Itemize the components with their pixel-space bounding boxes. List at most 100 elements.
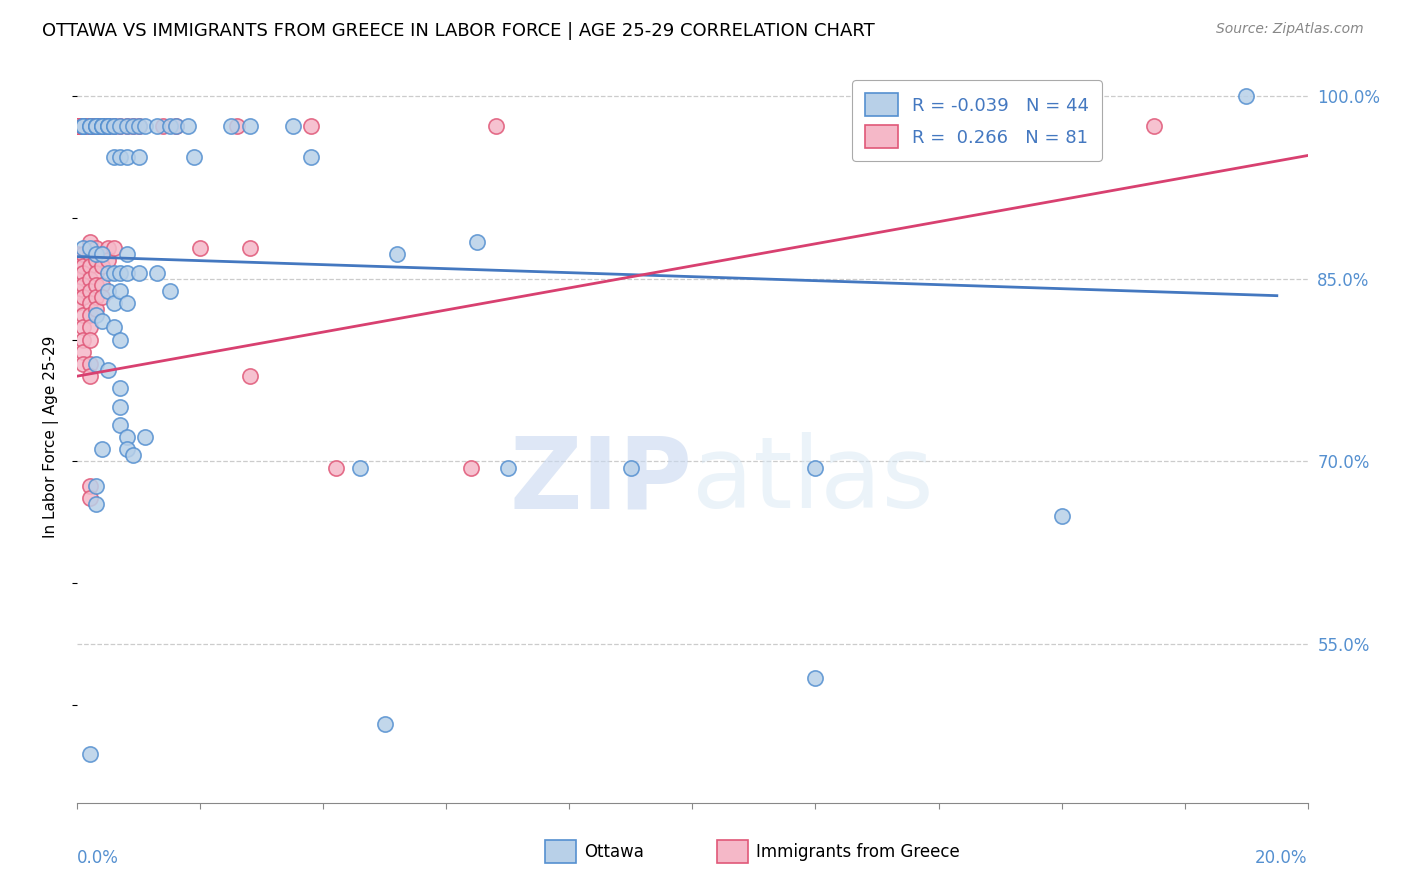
Point <box>72 290 94 304</box>
Point <box>79 120 101 134</box>
Point <box>146 120 169 134</box>
Point <box>66 284 89 298</box>
Point <box>84 120 107 134</box>
Point <box>115 442 138 457</box>
Point <box>84 479 107 493</box>
Point <box>115 150 138 164</box>
Point <box>103 296 125 310</box>
Point <box>79 120 101 134</box>
Point <box>374 716 396 731</box>
Point <box>79 296 101 310</box>
Point <box>110 284 132 298</box>
Point <box>72 120 94 134</box>
Point <box>84 120 107 134</box>
Point <box>103 241 125 255</box>
Point <box>159 120 181 134</box>
Point <box>97 120 120 134</box>
Point <box>84 290 107 304</box>
Point <box>121 120 143 134</box>
Point <box>115 120 138 134</box>
Point <box>79 247 101 261</box>
Text: Source: ZipAtlas.com: Source: ZipAtlas.com <box>1216 22 1364 37</box>
Point <box>79 120 101 134</box>
Point <box>79 271 101 285</box>
Point <box>177 120 200 134</box>
Point <box>465 235 488 249</box>
Point <box>72 120 94 134</box>
Point <box>79 491 101 505</box>
Point <box>79 120 101 134</box>
Point <box>928 120 950 134</box>
Point <box>165 120 187 134</box>
Text: OTTAWA VS IMMIGRANTS FROM GREECE IN LABOR FORCE | AGE 25-29 CORRELATION CHART: OTTAWA VS IMMIGRANTS FROM GREECE IN LABO… <box>42 22 875 40</box>
Point <box>103 320 125 334</box>
Point <box>128 120 150 134</box>
Point <box>115 296 138 310</box>
Text: Immigrants from Greece: Immigrants from Greece <box>756 843 960 861</box>
Point <box>90 120 114 134</box>
Point <box>90 120 114 134</box>
Point <box>239 369 262 384</box>
Point <box>103 150 125 164</box>
Point <box>72 344 94 359</box>
Point <box>90 290 114 304</box>
Point <box>84 497 107 511</box>
Text: atlas: atlas <box>693 433 934 530</box>
Point <box>115 266 138 280</box>
Point <box>121 120 143 134</box>
Point <box>97 120 120 134</box>
Point <box>66 247 89 261</box>
Point <box>485 120 508 134</box>
Point <box>496 460 519 475</box>
Point <box>97 284 120 298</box>
Point <box>385 247 409 261</box>
Point <box>1143 120 1166 134</box>
Point <box>121 449 143 463</box>
Point <box>66 260 89 274</box>
Point <box>66 120 89 134</box>
Point <box>110 400 132 414</box>
Point <box>128 150 150 164</box>
Point <box>226 120 249 134</box>
Point <box>84 120 107 134</box>
Point <box>72 277 94 292</box>
Point <box>79 308 101 322</box>
Point <box>804 672 827 686</box>
Point <box>79 333 101 347</box>
Point <box>128 266 150 280</box>
Point <box>97 120 120 134</box>
Text: 0.0%: 0.0% <box>77 849 120 867</box>
Point <box>115 247 138 261</box>
Point <box>72 266 94 280</box>
Point <box>110 150 132 164</box>
Point <box>152 120 174 134</box>
Point <box>79 747 101 761</box>
Text: Ottawa: Ottawa <box>585 843 644 861</box>
Point <box>79 369 101 384</box>
Point <box>84 120 107 134</box>
Point <box>84 308 107 322</box>
Point <box>103 266 125 280</box>
Point <box>79 320 101 334</box>
Point <box>97 266 120 280</box>
Point <box>97 120 120 134</box>
Point <box>66 120 89 134</box>
Point <box>90 442 114 457</box>
Point <box>72 120 94 134</box>
Point <box>84 120 107 134</box>
Point <box>110 417 132 432</box>
Point <box>84 266 107 280</box>
Point <box>97 253 120 268</box>
Point <box>325 460 347 475</box>
Point <box>460 460 482 475</box>
Point <box>103 120 125 134</box>
Point <box>72 333 94 347</box>
Point <box>79 235 101 249</box>
Point <box>72 260 94 274</box>
Point <box>79 284 101 298</box>
Point <box>79 357 101 371</box>
Point <box>90 120 114 134</box>
Point <box>90 247 114 261</box>
Point <box>103 120 125 134</box>
Point <box>84 120 107 134</box>
